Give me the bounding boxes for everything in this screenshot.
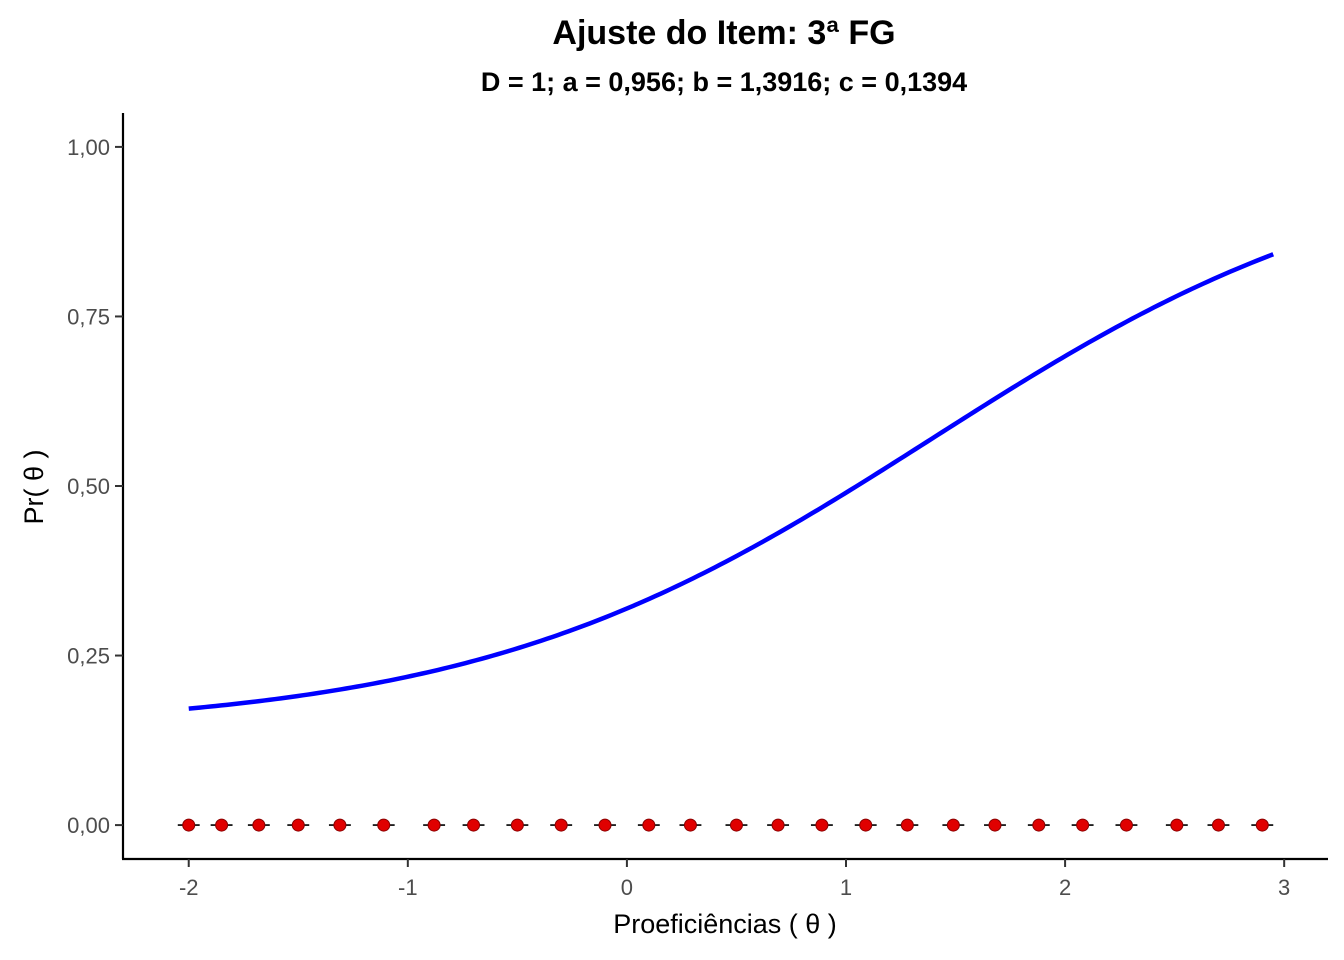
y-tick-label: 0,25 <box>67 644 110 669</box>
x-tick-label: 2 <box>1059 875 1071 900</box>
observed-point <box>683 818 697 832</box>
observed-point <box>771 818 785 832</box>
icc-curve-line <box>188 252 1275 711</box>
observed-point <box>988 818 1002 832</box>
observed-point <box>815 818 829 832</box>
observed-point <box>946 818 960 832</box>
observed-point <box>1076 818 1090 832</box>
chart-subtitle: D = 1; a = 0,956; b = 1,3916; c = 0,1394 <box>481 67 967 97</box>
observed-point <box>291 818 305 832</box>
observed-point <box>1119 818 1133 832</box>
chart-title: Ajuste do Item: 3ª FG <box>552 14 895 52</box>
observed-point <box>467 818 481 832</box>
y-tick-label: 0,50 <box>67 474 110 499</box>
x-axis-title: Proeficiências ( θ ) <box>613 909 837 939</box>
observed-point <box>1255 818 1269 832</box>
icc-curve-layer <box>188 252 1275 711</box>
observed-point <box>377 818 391 832</box>
observed-point <box>1032 818 1046 832</box>
observed-point <box>859 818 873 832</box>
observed-point <box>554 818 568 832</box>
x-tick-label: -1 <box>398 875 418 900</box>
observed-point <box>215 818 229 832</box>
observed-point <box>1211 818 1225 832</box>
y-axis-ticks: 0,00 0,25 0,50 0,75 1,00 <box>67 135 123 838</box>
y-tick-label: 1,00 <box>67 135 110 160</box>
x-tick-label: -2 <box>179 875 199 900</box>
observed-point <box>510 818 524 832</box>
observed-point <box>182 818 196 832</box>
observed-point <box>1170 818 1184 832</box>
observed-point <box>900 818 914 832</box>
y-tick-label: 0,00 <box>67 813 110 838</box>
x-tick-label: 0 <box>621 875 633 900</box>
x-tick-label: 3 <box>1278 875 1290 900</box>
observed-point <box>642 818 656 832</box>
x-axis-ticks: -2 -1 0 1 2 3 <box>179 859 1290 900</box>
observed-point <box>598 818 612 832</box>
observed-point <box>333 818 347 832</box>
observed-point <box>729 818 743 832</box>
observed-points-layer <box>177 818 1274 832</box>
observed-point <box>427 818 441 832</box>
x-tick-label: 1 <box>840 875 852 900</box>
observed-point <box>252 818 266 832</box>
y-tick-label: 0,75 <box>67 304 110 329</box>
y-axis-title: Pr( θ ) <box>19 449 49 524</box>
plot-area <box>177 252 1275 832</box>
